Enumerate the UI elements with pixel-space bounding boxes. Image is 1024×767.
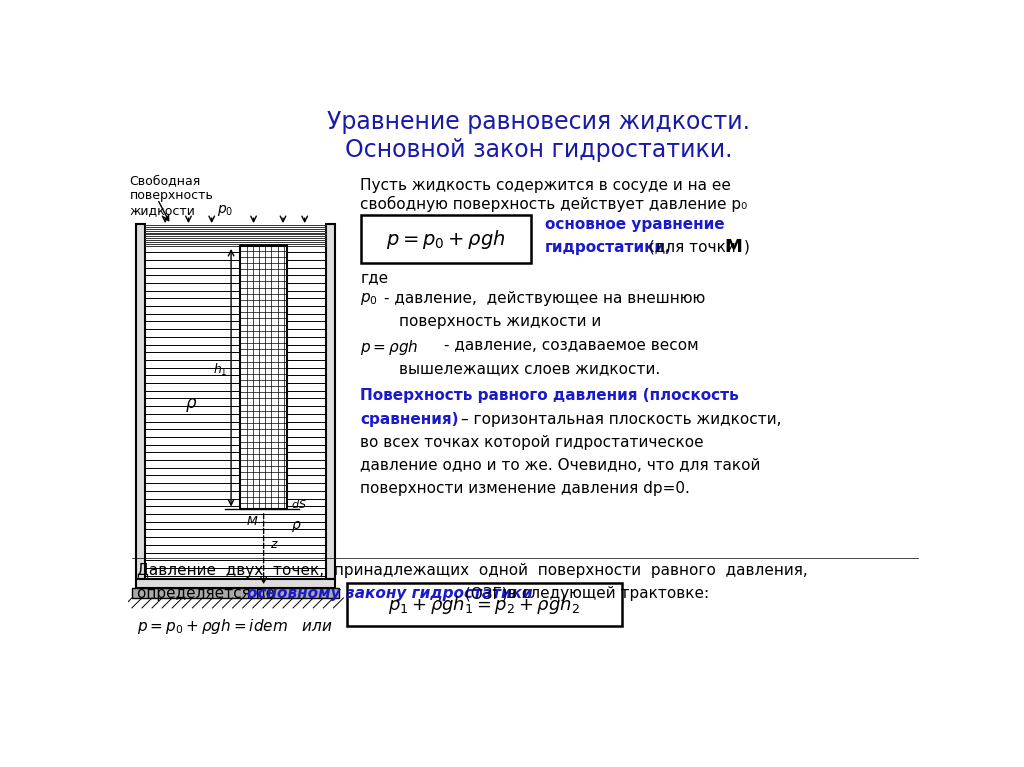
Text: Основной закон гидростатики.: Основной закон гидростатики. bbox=[345, 138, 732, 162]
Text: $dS$: $dS$ bbox=[291, 498, 306, 510]
Text: $\rho$: $\rho$ bbox=[291, 518, 301, 534]
Bar bbox=[132, 588, 339, 598]
Bar bbox=[136, 225, 145, 578]
Bar bbox=[136, 578, 335, 588]
Text: Давление  двух  точек,  принадлежащих  одной  поверхности  равного  давления,: Давление двух точек, принадлежащих одной… bbox=[137, 563, 808, 578]
Text: - давление, создаваемое весом: - давление, создаваемое весом bbox=[444, 338, 698, 354]
Text: Свободная
поверхность
жидкости: Свободная поверхность жидкости bbox=[130, 174, 213, 217]
Text: основному закону гидростатики: основному закону гидростатики bbox=[248, 587, 532, 601]
Text: где: где bbox=[360, 271, 389, 285]
Text: Пусть жидкость содержится в сосуде и на ее
свободную поверхность действует давле: Пусть жидкость содержится в сосуде и на … bbox=[360, 178, 748, 212]
Bar bbox=[241, 246, 287, 509]
Text: определяется по: определяется по bbox=[137, 587, 281, 601]
Text: во всех точках которой гидростатическое: во всех точках которой гидростатическое bbox=[360, 435, 705, 449]
Bar bbox=[360, 216, 531, 263]
Text: $p_0$: $p_0$ bbox=[360, 291, 378, 307]
Text: $\rho$: $\rho$ bbox=[185, 397, 198, 414]
Text: поверхности изменение давления dp=0.: поверхности изменение давления dp=0. bbox=[360, 481, 690, 496]
Text: сравнения): сравнения) bbox=[360, 412, 459, 426]
Text: M: M bbox=[725, 238, 742, 255]
Text: $p_0$: $p_0$ bbox=[217, 203, 233, 219]
Text: $p = p_0 + \rho gh$: $p = p_0 + \rho gh$ bbox=[386, 228, 506, 251]
Text: давление одно и то же. Очевидно, что для такой: давление одно и то же. Очевидно, что для… bbox=[360, 458, 761, 472]
Text: гидростатики,: гидростатики, bbox=[545, 240, 672, 255]
Text: $h_1$: $h_1$ bbox=[213, 362, 227, 378]
Text: $p_1 + \rho gh_1 = p_2 + \rho gh_2$: $p_1 + \rho gh_1 = p_2 + \rho gh_2$ bbox=[388, 594, 581, 616]
Text: вышележащих слоев жидкости.: вышележащих слоев жидкости. bbox=[399, 361, 660, 377]
Text: (ОЗГ): (ОЗГ) bbox=[461, 587, 508, 601]
Bar bbox=[241, 246, 287, 509]
Text: - давление,  действующее на внешнюю: - давление, действующее на внешнюю bbox=[384, 291, 705, 306]
Text: $p = p_0 + \rho gh{=}idem$   или: $p = p_0 + \rho gh{=}idem$ или bbox=[137, 617, 333, 636]
Text: ): ) bbox=[744, 240, 750, 255]
Text: в следующей трактовке:: в следующей трактовке: bbox=[503, 587, 710, 601]
Text: $M$: $M$ bbox=[246, 515, 258, 528]
Text: поверхность жидкости и: поверхность жидкости и bbox=[399, 314, 601, 329]
Text: $p= \rho gh$: $p= \rho gh$ bbox=[360, 338, 419, 357]
Text: (для точки: (для точки bbox=[644, 240, 740, 255]
Text: Поверхность равного давления (плоскость: Поверхность равного давления (плоскость bbox=[360, 389, 739, 403]
Bar bbox=[346, 583, 622, 627]
Text: Уравнение равновесия жидкости.: Уравнение равновесия жидкости. bbox=[328, 110, 751, 134]
Text: $z$: $z$ bbox=[270, 538, 279, 551]
Text: основное уравнение: основное уравнение bbox=[545, 217, 725, 232]
Bar bbox=[326, 225, 335, 578]
Text: – горизонтальная плоскость жидкости,: – горизонтальная плоскость жидкости, bbox=[461, 412, 781, 426]
